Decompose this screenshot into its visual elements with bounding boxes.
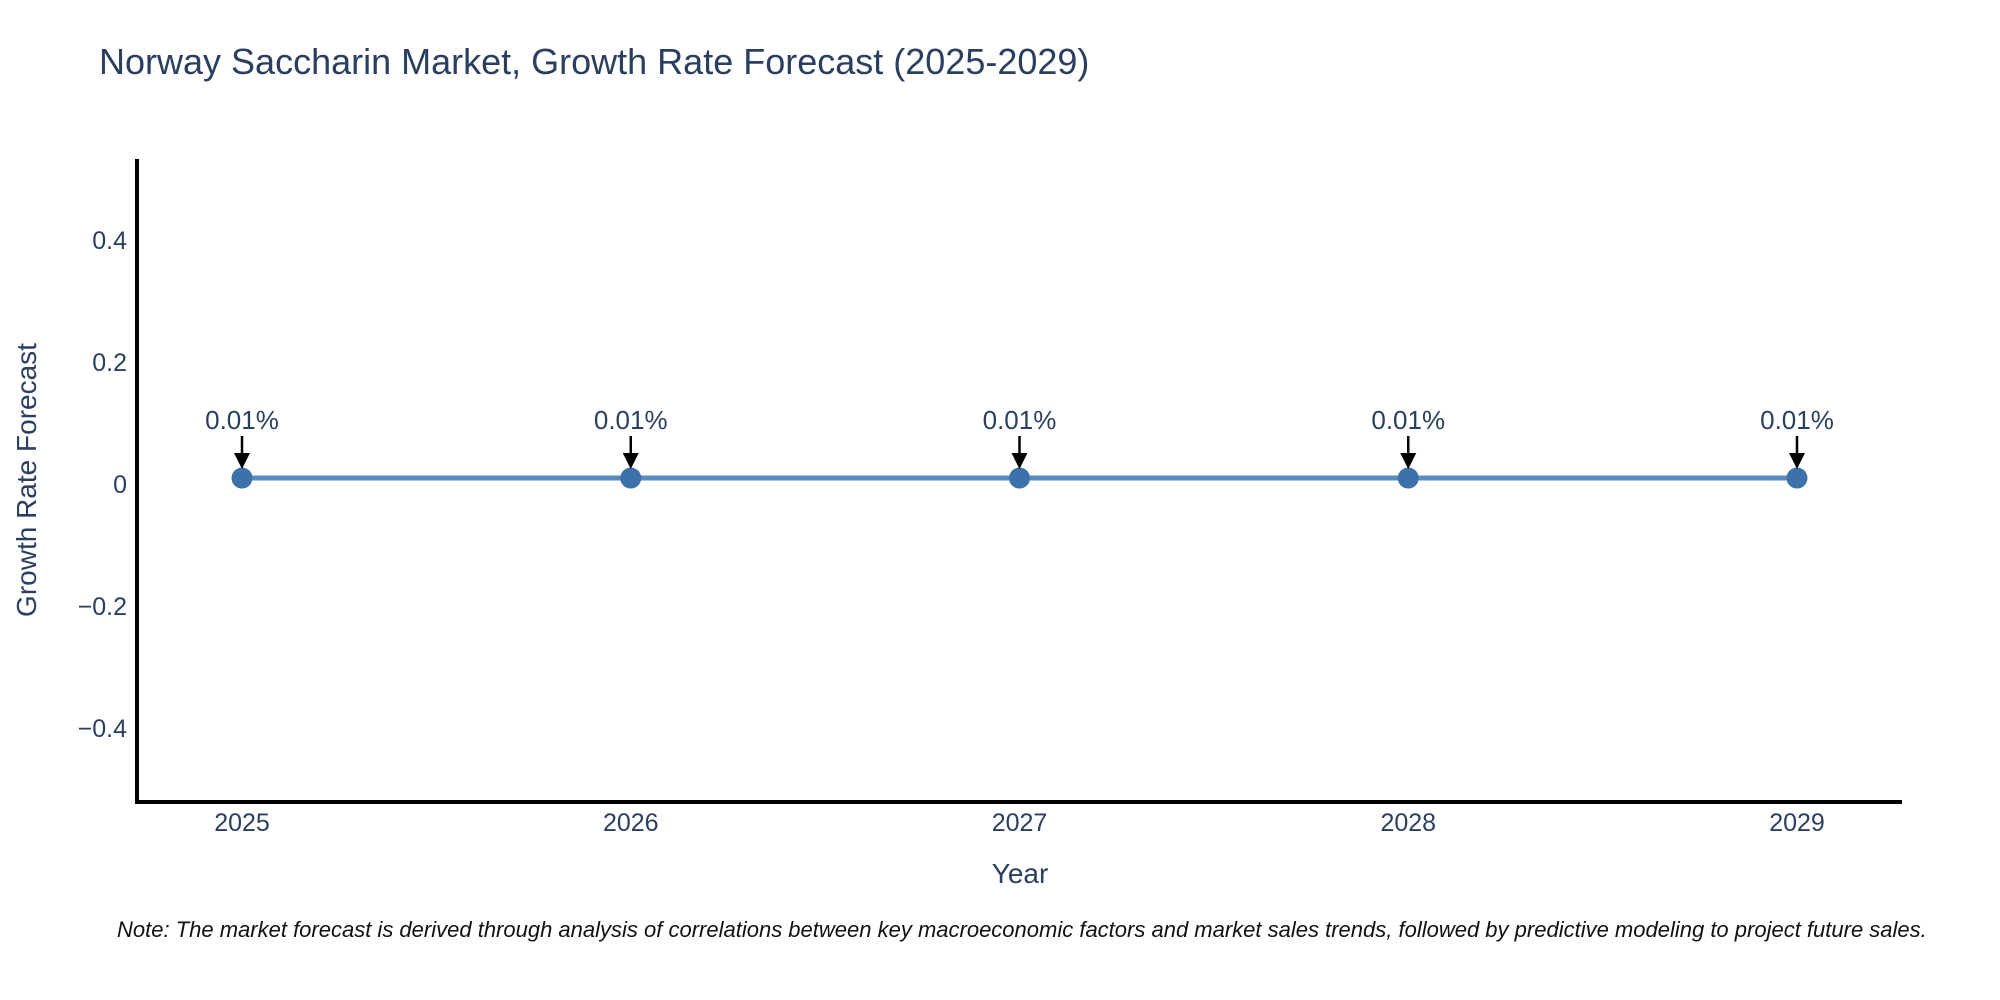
x-tick-label: 2025 (214, 809, 270, 837)
y-tick-label: 0 (113, 471, 127, 499)
point-label: 0.01% (205, 405, 279, 435)
data-point-marker-2028[interactable] (1397, 467, 1419, 489)
annotation-arrowhead-icon (1400, 453, 1417, 470)
data-point-marker-2025[interactable] (231, 467, 253, 489)
y-tick-label: 0.2 (92, 349, 127, 377)
footnote: Note: The market forecast is derived thr… (117, 917, 1927, 942)
annotation-arrowhead-icon (234, 453, 250, 470)
data-point-marker-2029[interactable] (1786, 467, 1808, 489)
y-tick-label: −0.4 (78, 715, 127, 743)
point-label: 0.01% (983, 405, 1057, 435)
y-tick-label: 0.4 (92, 227, 127, 255)
x-axis-title: Year (991, 858, 1049, 889)
y-tick-label: −0.2 (78, 593, 127, 621)
point-label: 0.01% (1760, 405, 1834, 435)
x-tick-label: 2026 (603, 809, 659, 837)
x-tick-label: 2027 (992, 809, 1048, 837)
x-tick-label: 2028 (1380, 809, 1436, 837)
point-label: 0.01% (594, 405, 668, 435)
data-point-marker-2027[interactable] (1009, 467, 1030, 489)
annotation-arrowhead-icon (1789, 453, 1805, 470)
annotation-arrowhead-icon (622, 453, 639, 470)
chart-title: Norway Saccharin Market, Growth Rate For… (99, 41, 1090, 82)
data-point-marker-2026[interactable] (620, 467, 642, 489)
annotation-arrowhead-icon (1011, 453, 1028, 470)
x-tick-label: 2029 (1769, 809, 1825, 837)
point-label: 0.01% (1371, 405, 1445, 435)
